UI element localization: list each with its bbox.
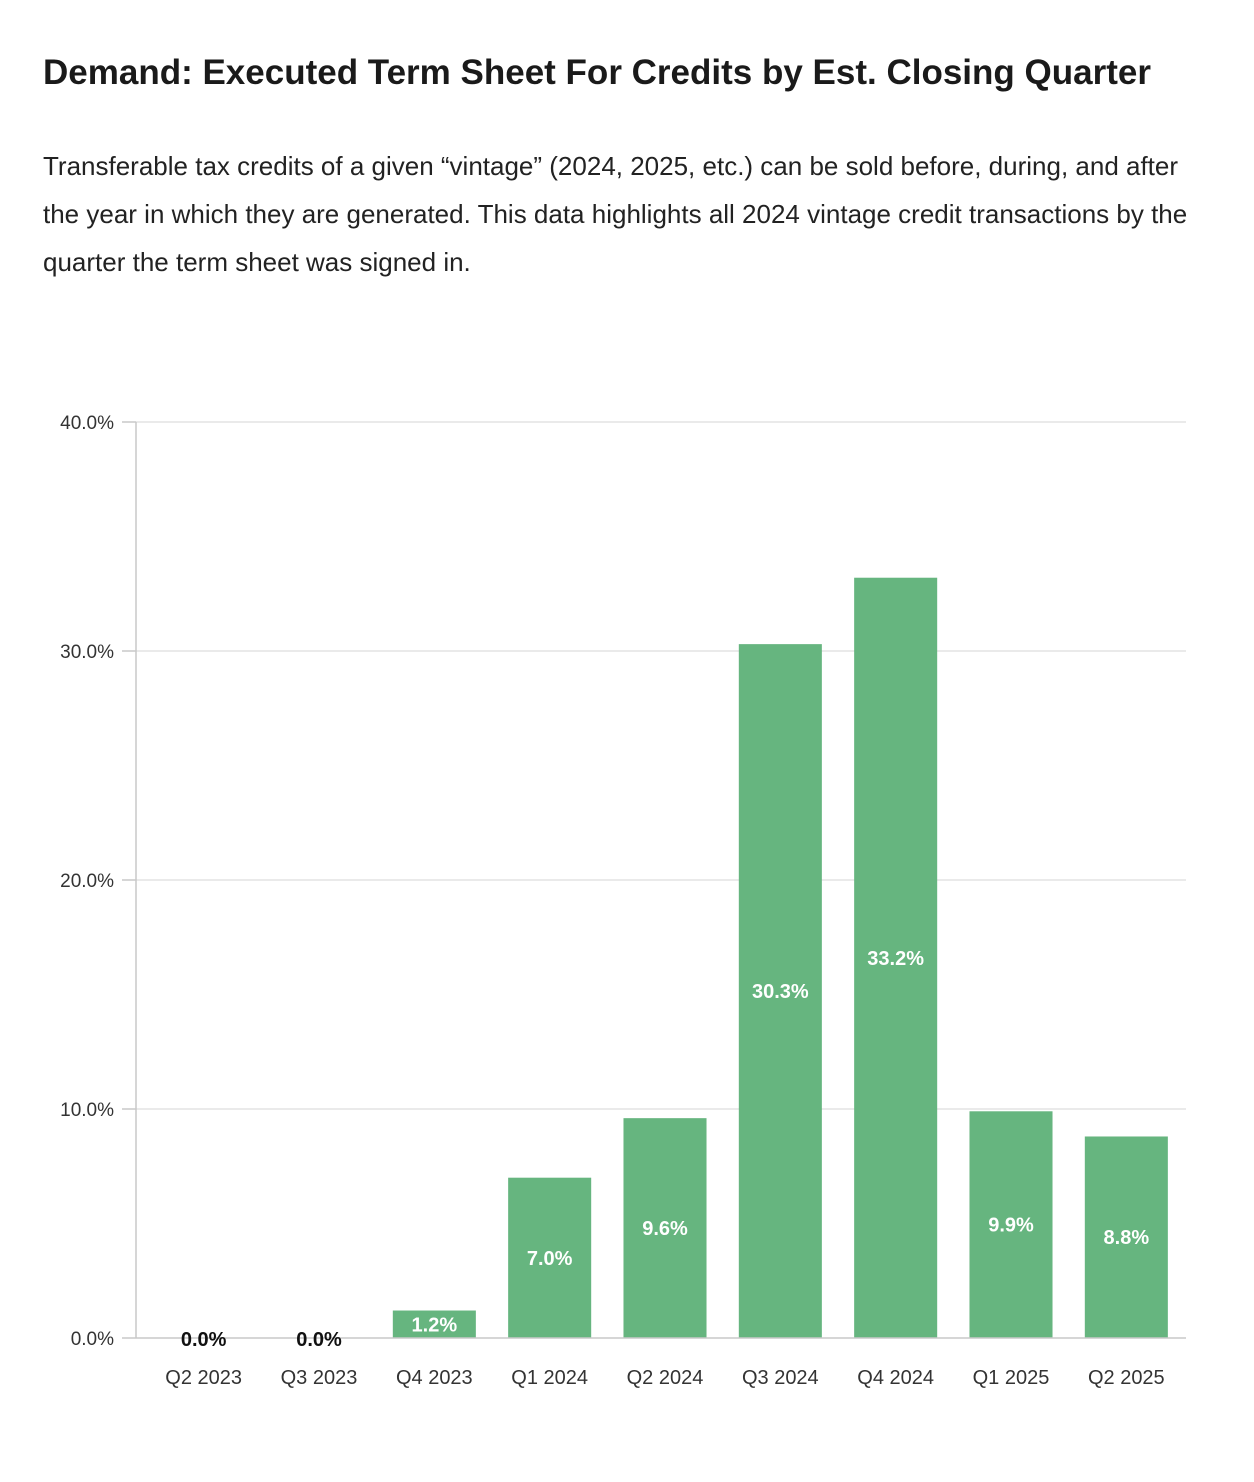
axes: 0.0% 10.0% 20.0% 30.0% 40.0% Q2 2023 Q3 2023 Q4… <box>60 413 1186 1389</box>
data-label: 1.2% <box>412 1314 458 1336</box>
x-tick-label: Q3 2023 <box>281 1367 358 1389</box>
bar <box>392 1310 476 1338</box>
data-label: 0.0% <box>296 1329 342 1351</box>
bar <box>738 644 822 1338</box>
y-tick-label: 0.0% <box>71 1329 114 1350</box>
x-tick-label: Q2 2024 <box>627 1367 704 1389</box>
data-label: 9.6% <box>642 1218 688 1240</box>
chart-description: Transferable tax credits of a given “vin… <box>43 151 1188 277</box>
data-label: 9.9% <box>988 1215 1034 1237</box>
x-tick-label: Q4 2024 <box>857 1367 934 1389</box>
bars <box>392 577 1168 1338</box>
bar <box>854 577 938 1338</box>
bar <box>969 1111 1053 1338</box>
data-label: 8.8% <box>1104 1227 1150 1249</box>
y-tick-label: 10.0% <box>60 1100 114 1121</box>
x-tick-label: Q2 2025 <box>1088 1367 1165 1389</box>
data-label: 0.0% <box>181 1329 227 1351</box>
bar <box>623 1118 707 1338</box>
chart-title: Demand: Executed Term Sheet For Credits … <box>43 53 1151 92</box>
data-labels: 0.0% 0.0% 1.2% 7.0% 9.6% 30.3% 33.2% 9.9% 8.8% <box>181 948 1149 1351</box>
x-tick-label: Q4 2023 <box>396 1367 473 1389</box>
y-tick-label: 20.0% <box>60 871 114 892</box>
data-label: 7.0% <box>527 1248 573 1270</box>
bar <box>508 1177 592 1338</box>
data-label: 33.2% <box>867 948 924 970</box>
x-tick-label: Q1 2025 <box>973 1367 1050 1389</box>
data-label: 30.3% <box>752 981 809 1003</box>
x-tick-label: Q2 2023 <box>165 1367 242 1389</box>
grid-lines <box>136 421 1186 1110</box>
bar <box>1084 1136 1168 1338</box>
y-tick-label: 30.0% <box>60 642 114 663</box>
x-tick-label: Q1 2024 <box>511 1367 588 1389</box>
y-tick-label: 40.0% <box>60 413 114 434</box>
x-tick-label: Q3 2024 <box>742 1367 819 1389</box>
